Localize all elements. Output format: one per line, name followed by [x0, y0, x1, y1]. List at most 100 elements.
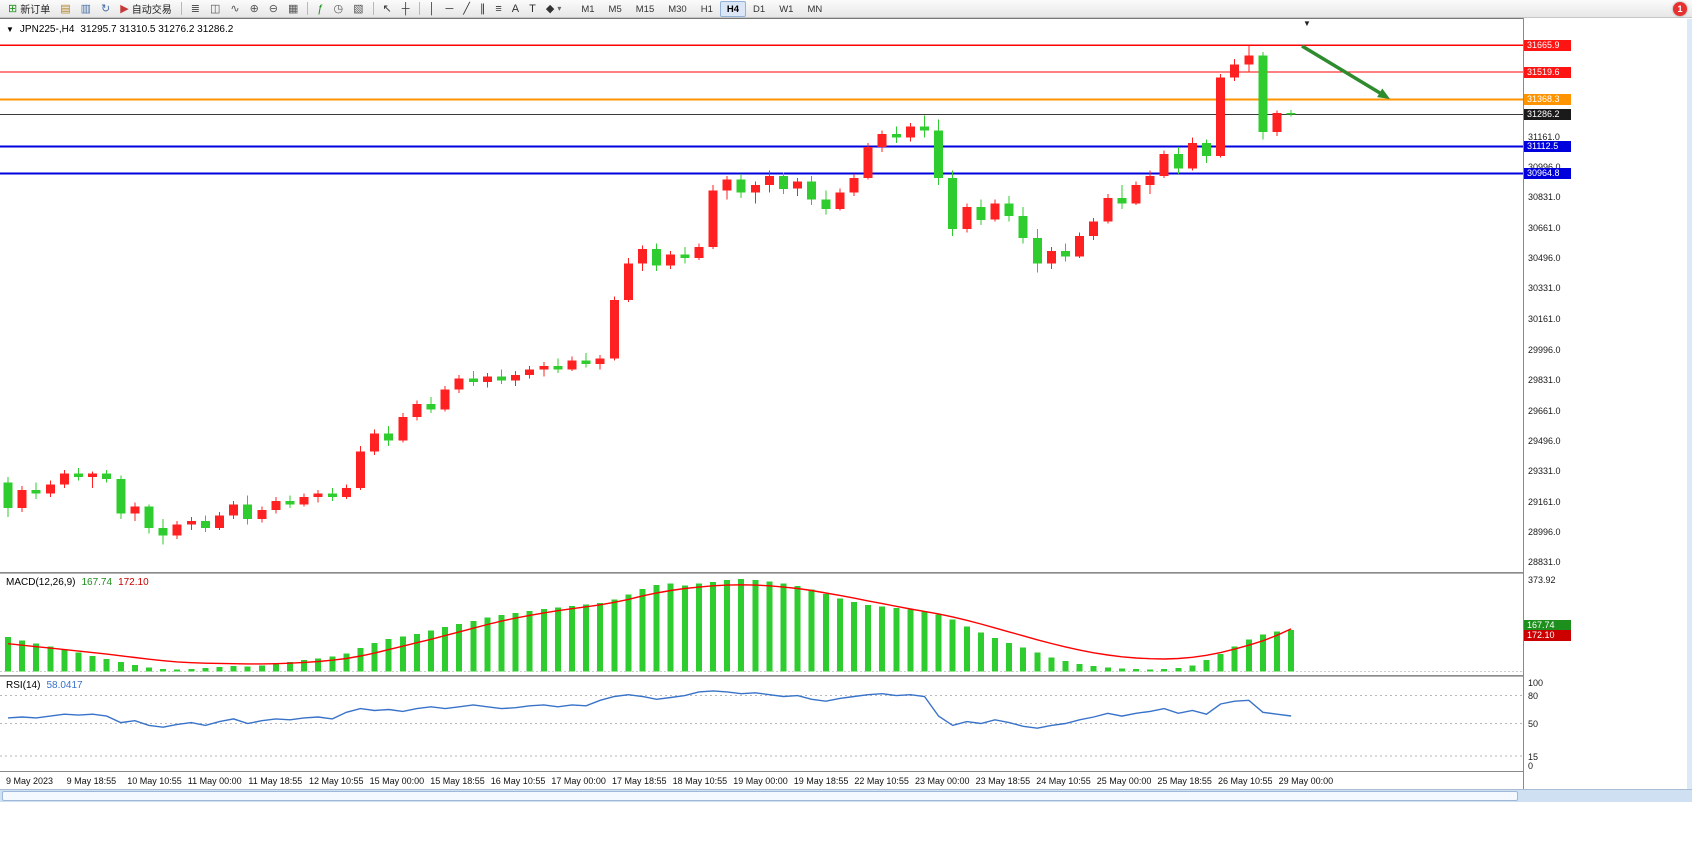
- fibonacci-icon: ≡: [495, 2, 502, 15]
- time-axis-label: 23 May 00:00: [915, 776, 970, 786]
- one-click-trading-toggle[interactable]: ▼: [6, 25, 14, 34]
- channel-button[interactable]: ∥: [475, 1, 491, 17]
- time-axis-label: 12 May 10:55: [309, 776, 364, 786]
- zoom-in-icon: ⊕: [249, 2, 259, 15]
- indicators-icon: ƒ: [317, 2, 324, 15]
- toolbar: ⊞ 新订单 ▤ ▥ ↻ ▶ 自动交易 ≣ ◫ ∿ ⊕ ⊖ ▦ ƒ ◷ ▧ ↖ ┼ │ ─ ╱ ∥ ≡ A T ◆ ▾ M1 M5 M15…: [0, 0, 1692, 18]
- rsi-panel[interactable]: [0, 677, 1523, 770]
- vertical-scrollbar[interactable]: [1687, 19, 1692, 789]
- scrollbar-thumb[interactable]: [2, 791, 1518, 801]
- timeframe-m15[interactable]: M15: [635, 3, 655, 15]
- line-chart-button[interactable]: ∿: [225, 1, 244, 17]
- timeframe-m5[interactable]: M5: [608, 3, 622, 15]
- timeframe-m30[interactable]: M30: [668, 3, 687, 15]
- periods-icon: ◷: [333, 2, 344, 15]
- label-button[interactable]: T: [524, 1, 541, 17]
- timeframe-m1[interactable]: M1: [581, 3, 595, 15]
- text-button[interactable]: A: [507, 1, 524, 17]
- vertical-line-button[interactable]: │: [424, 1, 441, 17]
- macd-panel[interactable]: [0, 574, 1523, 675]
- ohlc-readout: 31295.7 31310.5 31276.2 31286.2: [80, 24, 234, 35]
- price-axis-label: 29661.0: [1528, 405, 1561, 416]
- price-axis-label: 29161.0: [1528, 496, 1561, 507]
- time-axis-label: 22 May 10:55: [854, 776, 909, 786]
- time-axis-label: 23 May 18:55: [975, 776, 1031, 786]
- time-axis-label: 19 May 00:00: [733, 776, 788, 786]
- crosshair-button[interactable]: ┼: [397, 1, 415, 17]
- toolbar-separator: [180, 2, 182, 15]
- rsi-axis-label: 80: [1528, 691, 1539, 702]
- rsi-axis-label: 0: [1528, 761, 1534, 771]
- timeframe-h1[interactable]: H1: [700, 3, 713, 15]
- time-axis-label: 25 May 18:55: [1157, 776, 1212, 786]
- new-order-button-label: 新订单: [20, 5, 51, 16]
- rsi-axis-label: 15: [1528, 751, 1539, 762]
- timeframe-w1[interactable]: W1: [779, 3, 794, 15]
- candlestick-chart-button[interactable]: ◫: [205, 1, 225, 17]
- rsi-value: 58.0417: [46, 680, 83, 691]
- macd-value-signal: 172.10: [118, 577, 149, 588]
- refresh-button[interactable]: ↻: [96, 1, 115, 17]
- price-axis-label: 28996.0: [1528, 527, 1561, 538]
- cursor-button[interactable]: ↖: [378, 1, 397, 17]
- zoom-out-button[interactable]: ⊖: [264, 1, 283, 17]
- periods-button[interactable]: ◷: [329, 1, 349, 17]
- templates-icon: ▧: [353, 2, 364, 15]
- price-axis-label: 30831.0: [1528, 192, 1561, 203]
- time-axis-label: 15 May 00:00: [369, 776, 425, 786]
- toolbar-items: ⊞ 新订单 ▤ ▥ ↻ ▶ 自动交易 ≣ ◫ ∿ ⊕ ⊖ ▦ ƒ ◷ ▧ ↖ ┼ │ ─ ╱ ∥ ≡ A T ◆ ▾: [3, 0, 566, 18]
- market-watch-button[interactable]: ▥: [76, 1, 96, 17]
- autotrading-button[interactable]: ▶ 自动交易: [115, 1, 176, 17]
- price-axis-label: 28831.0: [1528, 557, 1561, 568]
- horizontal-line-icon: ─: [445, 2, 454, 15]
- zoom-out-icon: ⊖: [268, 2, 278, 15]
- panel-separator[interactable]: [0, 675, 1692, 677]
- price-tag: 31112.5: [1524, 140, 1571, 152]
- label-icon: T: [529, 2, 536, 15]
- symbol-period-label: JPN225-,H4: [19, 24, 75, 35]
- bar-chart-button[interactable]: ≣: [186, 1, 205, 17]
- price-axis-label: 31161.0: [1528, 131, 1560, 142]
- vertical-line-icon: │: [428, 2, 436, 15]
- price-tag: 31665.9: [1524, 39, 1571, 51]
- templates-button[interactable]: ▧: [348, 1, 368, 17]
- time-axis-label: 15 May 18:55: [430, 776, 485, 786]
- zoom-in-button[interactable]: ⊕: [245, 1, 264, 17]
- toolbar-separator: [372, 2, 374, 15]
- time-axis-label: 10 May 10:55: [127, 776, 182, 786]
- rsi-axis-label: 50: [1528, 719, 1539, 729]
- time-axis-label: 17 May 00:00: [551, 776, 606, 786]
- panel-separator[interactable]: [0, 572, 1692, 574]
- chart-shift-marker[interactable]: ▼: [1303, 19, 1311, 28]
- timeframe-d1[interactable]: D1: [753, 3, 766, 15]
- horizontal-scrollbar[interactable]: [0, 789, 1692, 802]
- price-axis-label: 29831.0: [1528, 374, 1561, 385]
- market-watch-icon: ▥: [80, 2, 92, 15]
- timeframe-h4[interactable]: H4: [719, 0, 747, 17]
- time-axis[interactable]: 9 May 2023 9 May 18:55 10 May 10:55 11 May …: [0, 771, 1523, 789]
- chevron-down-icon: ▾: [557, 4, 562, 13]
- alerts-icon: ▤: [60, 2, 71, 15]
- timeframe-mn[interactable]: MN: [807, 3, 823, 15]
- alerts-button[interactable]: ▤: [55, 1, 75, 17]
- macd-main-tag: 167.74: [1524, 619, 1571, 631]
- bar-chart-icon: ≣: [190, 2, 200, 15]
- indicators-button[interactable]: ƒ: [312, 1, 328, 17]
- timeframe-group: M1 M5 M15 M30 H1 H4 D1 W1 MN: [574, 0, 829, 17]
- tile-windows-icon: ▦: [288, 2, 299, 15]
- macd-name: MACD(12,26,9): [6, 577, 76, 588]
- macd-label: MACD(12,26,9) 167.74 172.10: [6, 577, 149, 588]
- autotrading-icon: ▶: [120, 2, 129, 15]
- time-axis-label: 26 May 10:55: [1218, 776, 1273, 786]
- shapes-button[interactable]: ◆ ▾: [541, 1, 566, 17]
- new-order-button[interactable]: ⊞ 新订单: [3, 1, 55, 17]
- price-axis-label: 29496.0: [1528, 435, 1561, 446]
- horizontal-line-button[interactable]: ─: [440, 1, 458, 17]
- tile-windows-button[interactable]: ▦: [283, 1, 303, 17]
- price-axis[interactable]: 31161.0 30996.0 30831.0 30661.0 30496.0 30331…: [1523, 18, 1692, 789]
- notification-badge[interactable]: 1: [1673, 2, 1687, 16]
- trendline-button[interactable]: ╱: [458, 1, 475, 17]
- fibonacci-button[interactable]: ≡: [490, 1, 506, 17]
- candlestick-chart[interactable]: [0, 19, 1523, 572]
